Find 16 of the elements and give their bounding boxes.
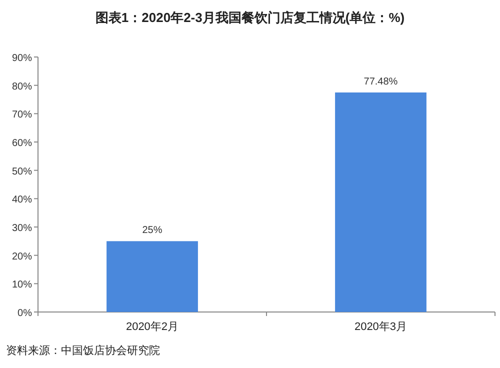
- y-tick-label: 30%: [12, 223, 32, 234]
- y-tick-label: 40%: [12, 194, 32, 206]
- chart-title: 图表1：2020年2-3月我国餐饮门店复工情况(单位：%): [95, 10, 405, 25]
- data-label: 25%: [142, 225, 162, 236]
- y-tick-label: 20%: [12, 251, 32, 262]
- y-tick-label: 10%: [12, 280, 32, 291]
- x-tick-label: 2020年2月: [126, 321, 179, 333]
- data-label: 77.48%: [364, 76, 398, 88]
- y-tick-label: 90%: [12, 53, 32, 64]
- y-tick-label: 60%: [12, 138, 32, 149]
- y-tick-label: 50%: [12, 166, 32, 178]
- x-tick-label: 2020年3月: [354, 321, 408, 333]
- y-tick-label: 0%: [18, 308, 32, 319]
- text: 资料来源：中国饭店协会研究院: [6, 344, 160, 357]
- y-tick-label: 70%: [12, 110, 32, 121]
- y-tick-label: 80%: [12, 81, 32, 92]
